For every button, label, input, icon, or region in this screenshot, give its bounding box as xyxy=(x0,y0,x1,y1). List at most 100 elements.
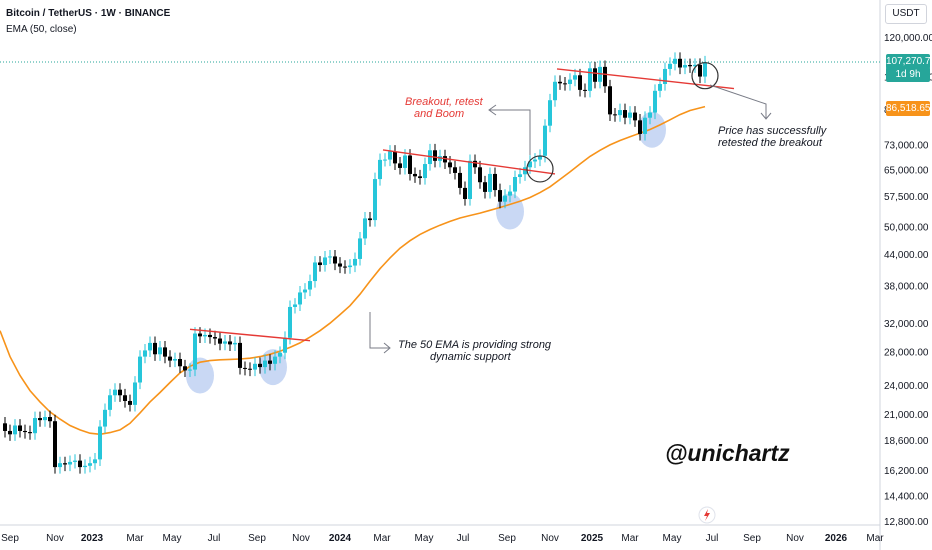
candle-body xyxy=(183,366,187,371)
candle-body xyxy=(703,62,707,77)
candle-body xyxy=(328,256,332,258)
y-tick-label: 57,500.00 xyxy=(884,192,929,203)
candle-body xyxy=(148,342,152,351)
candle-body xyxy=(648,112,652,118)
x-tick-label: Jul xyxy=(457,533,470,544)
candle-body xyxy=(433,150,437,161)
candle-body xyxy=(398,163,402,168)
candle-body xyxy=(538,155,542,160)
candle-body xyxy=(68,461,72,465)
y-tick-label: 18,600.00 xyxy=(884,436,929,447)
resistance-trendline xyxy=(189,328,311,342)
candle-body xyxy=(513,177,517,192)
candle-body xyxy=(523,167,527,175)
candle-body xyxy=(563,83,567,85)
candle-body xyxy=(603,66,607,87)
candle-body xyxy=(358,238,362,259)
candle-body xyxy=(88,463,92,466)
candle-body xyxy=(593,68,597,82)
candle-body xyxy=(488,173,492,192)
candle-body xyxy=(483,182,487,192)
candle-body xyxy=(448,162,452,168)
ema-support-arrowhead xyxy=(383,342,391,354)
candle-body xyxy=(473,160,477,168)
x-tick-label: Sep xyxy=(248,533,266,544)
candle-body xyxy=(243,367,247,369)
candle-body xyxy=(278,352,282,357)
breakout-arrow xyxy=(489,109,531,155)
candle-body xyxy=(248,368,252,370)
x-tick-label: 2024 xyxy=(329,533,352,544)
candle-body xyxy=(93,459,97,464)
candle-body xyxy=(673,58,677,64)
ema-annotation-line1: The 50 EMA is providing strong xyxy=(398,339,552,351)
candle-body xyxy=(303,289,307,293)
candle-body xyxy=(698,64,702,77)
candle-body xyxy=(663,68,667,85)
x-tick-label: 2026 xyxy=(825,533,848,544)
breakout-arrowhead xyxy=(488,104,497,116)
candle-body xyxy=(528,161,532,168)
candle-body xyxy=(143,350,147,357)
x-tick-label: Nov xyxy=(46,533,64,544)
candle-body xyxy=(218,338,222,344)
candle-body xyxy=(263,360,267,368)
candle-body xyxy=(453,167,457,173)
x-tick-label: Jul xyxy=(706,533,719,544)
retest-arrow xyxy=(709,84,767,118)
candle-body xyxy=(3,423,7,431)
watermark: @unichartz xyxy=(665,440,790,466)
currency-button[interactable]: USDT xyxy=(885,4,927,24)
y-tick-label: 28,000.00 xyxy=(884,348,929,359)
y-tick-label: 120,000.00 xyxy=(884,33,932,44)
candle-body xyxy=(658,84,662,91)
candle-body xyxy=(423,164,427,179)
candle-body xyxy=(318,262,322,266)
retest-circle xyxy=(691,62,719,90)
y-tick-label: 14,400.00 xyxy=(884,492,929,503)
candle-body xyxy=(163,347,167,357)
candle-body xyxy=(343,266,347,268)
candle-body xyxy=(638,120,642,134)
y-tick-label: 24,000.00 xyxy=(884,381,929,392)
x-tick-label: Mar xyxy=(621,533,639,544)
candle-body xyxy=(193,333,197,370)
candle-body xyxy=(588,68,592,91)
candle-body xyxy=(23,430,27,433)
candle-body xyxy=(13,425,17,435)
candle-body xyxy=(18,425,22,431)
candle-body xyxy=(258,363,262,368)
x-tick-label: May xyxy=(163,533,182,544)
ema-support-arrow xyxy=(369,312,389,349)
ema-value-badge: 86,518.65 xyxy=(886,101,931,116)
candle-body xyxy=(628,112,632,118)
x-tick-label: Mar xyxy=(866,533,884,544)
candle-body xyxy=(213,337,217,339)
x-tick-label: Jul xyxy=(208,533,221,544)
lightning-icon xyxy=(698,506,716,524)
ema-line xyxy=(0,105,706,436)
candle-body xyxy=(643,117,647,134)
candle-body xyxy=(33,418,37,434)
y-tick-label: 44,000.00 xyxy=(884,250,929,261)
indicator-label: EMA (50, close) xyxy=(6,24,77,35)
candle-body xyxy=(573,75,577,80)
candle-body xyxy=(308,281,312,290)
candle-body xyxy=(103,409,107,427)
candle-body xyxy=(618,110,622,116)
candle-body xyxy=(338,263,342,267)
candle-body xyxy=(348,265,352,268)
candle-body xyxy=(293,304,297,307)
candle-body xyxy=(208,334,212,338)
candle-body xyxy=(173,358,177,361)
candle-body xyxy=(98,426,102,460)
candle-body xyxy=(608,86,612,115)
y-tick-label: 32,000.00 xyxy=(884,319,929,330)
candle-body xyxy=(548,100,552,126)
symbol-title: Bitcoin / TetherUS · 1W · BINANCE xyxy=(6,8,171,19)
y-tick-label: 73,000.00 xyxy=(884,140,929,151)
candle-body xyxy=(413,173,417,177)
y-tick-label: 16,200.00 xyxy=(884,466,929,477)
candle-body xyxy=(553,81,557,101)
